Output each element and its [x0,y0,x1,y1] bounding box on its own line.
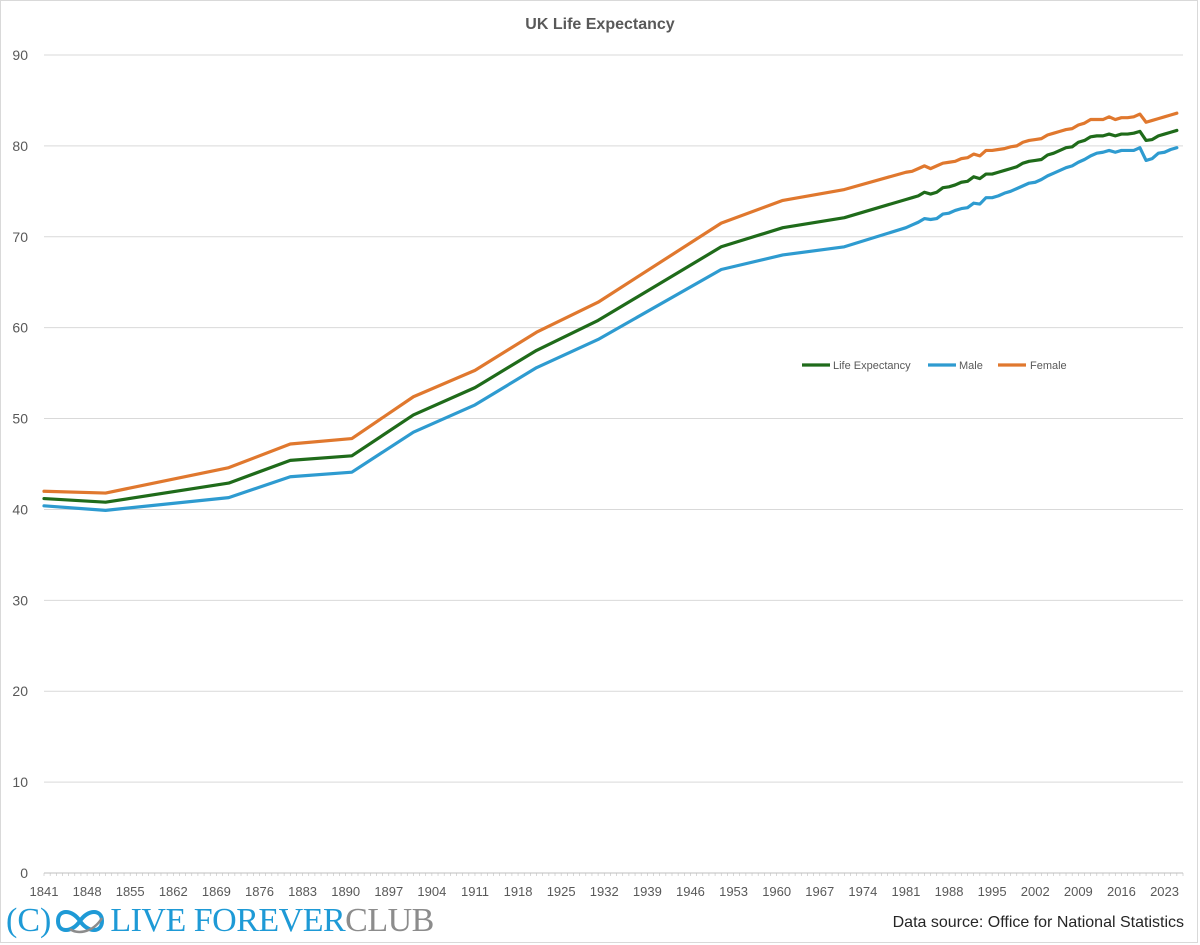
x-tick-label: 1869 [202,884,231,899]
x-tick-label: 1960 [762,884,791,899]
x-tick-label: 1883 [288,884,317,899]
y-tick-label: 70 [12,229,28,245]
x-tick-label: 1932 [590,884,619,899]
legend-label: Female [1030,360,1067,372]
x-tick-label: 2002 [1021,884,1050,899]
data-source-note: Data source: Office for National Statist… [892,914,1184,931]
y-tick-label: 20 [12,683,28,699]
legend-label: Male [959,360,983,372]
x-tick-label: 2016 [1107,884,1136,899]
series-line-female [42,111,1179,495]
infinity-icon [56,910,105,934]
series-lines [42,111,1179,512]
x-tick-label: 1939 [633,884,662,899]
y-tick-label: 30 [12,592,28,608]
y-tick-label: 40 [12,501,28,517]
chart-title: UK Life Expectancy [525,16,674,33]
gridlines [44,54,1183,783]
x-tick-label: 1904 [417,884,446,899]
series-line-life-expectancy [42,128,1179,504]
x-tick-label: 1890 [331,884,360,899]
x-tick-label: 1995 [978,884,1007,899]
axes: 0 10 20 30 40 50 60 70 80 90 1841 1848 1855 1862 1869 1… [12,47,1184,899]
brand-logo: (C) LIVE FOREVER CLUB [6,900,434,942]
y-tick-label: 50 [12,411,28,427]
logo-brand-grey: CLUB [345,902,434,939]
logo-brand-blue: LIVE FOREVER [110,902,346,939]
x-tick-label: 1981 [891,884,920,899]
x-tick-label: 1897 [374,884,403,899]
y-tick-label: 10 [12,774,28,790]
x-tick-label: 1848 [73,884,102,899]
x-tick-label: 1862 [159,884,188,899]
x-tick-label: 1911 [461,884,489,899]
y-tick-label: 0 [20,865,28,881]
x-tick-label: 1974 [848,884,877,899]
x-tick-label: 1876 [245,884,274,899]
x-tick-label: 1988 [935,884,964,899]
x-tick-label: 1953 [719,884,748,899]
x-tick-label: 2023 [1150,884,1179,899]
x-tick-label: 1925 [547,884,576,899]
x-tick-label: 1918 [504,884,533,899]
logo-copyright: (C) [6,902,52,939]
x-tick-label: 1946 [676,884,705,899]
y-tick-label: 60 [12,320,28,336]
legend: Life Expectancy Male Female [802,360,1067,372]
x-tick-label: 1967 [805,884,834,899]
x-tick-label: 2009 [1064,884,1093,899]
x-tick-label: 1841 [30,884,59,899]
x-tick-label: 1855 [116,884,145,899]
y-tick-label: 80 [12,138,28,154]
series-line-male [42,146,1179,512]
legend-label: Life Expectancy [833,360,911,372]
y-tick-label: 90 [12,47,28,63]
